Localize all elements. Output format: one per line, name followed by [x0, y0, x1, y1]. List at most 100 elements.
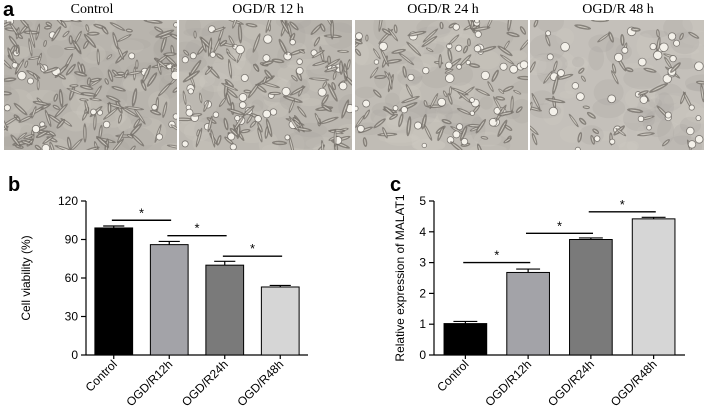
- micrograph-spindle-cell: [662, 139, 670, 147]
- micrograph-spindle-cell: [143, 20, 163, 24]
- micrograph-mottle: [649, 120, 681, 137]
- micrograph-rounded-cell: [32, 125, 40, 133]
- micrograph-rounded-cell: [422, 143, 427, 148]
- micrograph-cell-highlight: [113, 34, 118, 47]
- micrograph-spindle-cell: [578, 117, 587, 125]
- micrograph-cell-highlight: [208, 118, 212, 130]
- micrograph-rounded-cell: [228, 133, 235, 140]
- micrograph-cell-highlight: [290, 34, 294, 41]
- micrograph-mottle: [575, 56, 589, 74]
- micrograph-cell-highlight: [33, 74, 37, 79]
- micrograph-spindle-cell: [60, 20, 67, 29]
- micrograph-spindle-cell: [321, 104, 332, 112]
- micrograph-spindle-cell: [247, 82, 260, 99]
- micrograph-cell-highlight: [494, 99, 501, 111]
- micrograph-cell-highlight: [127, 107, 141, 110]
- micrograph-cell-highlight: [446, 69, 453, 73]
- micrograph-cell-highlight: [383, 128, 387, 137]
- micrograph-spindle-cell: [226, 88, 238, 99]
- micrograph-spindle-cell: [278, 38, 288, 56]
- micrograph-mottle: [685, 74, 704, 92]
- micrograph-rounded-cell: [557, 69, 565, 77]
- micrograph-cell-highlight: [49, 131, 55, 136]
- viability-y-tick-label: 30: [65, 310, 79, 324]
- micrograph-rounded-cell: [285, 135, 290, 140]
- micrograph-cell-highlight: [160, 85, 169, 95]
- micrograph-spindle-cell: [130, 133, 145, 147]
- micrograph-cell-highlight: [85, 36, 95, 46]
- micrograph-cell-highlight: [218, 29, 223, 41]
- micrograph-spindle-cell: [72, 39, 82, 54]
- micrograph-spindle-cell: [405, 83, 413, 98]
- micrograph-cell-highlight: [364, 111, 369, 118]
- micrograph-spindle-cell: [170, 124, 177, 131]
- micrograph-rounded-cell: [12, 62, 18, 68]
- viability-significance-star-0: *: [139, 205, 144, 220]
- micrograph-spindle-cell: [48, 130, 56, 137]
- micrograph-cell-highlight: [323, 82, 327, 87]
- micrograph-rounded-cell: [453, 24, 460, 30]
- micrograph-mottle: [286, 77, 310, 96]
- micrograph-spindle-cell: [656, 36, 661, 52]
- micrograph-cell-highlight: [12, 136, 20, 146]
- micrograph-cell-highlight: [158, 31, 172, 37]
- micrograph-cell-highlight: [37, 80, 39, 89]
- micrograph-spindle-cell: [373, 118, 386, 129]
- micrograph-mottle: [355, 41, 370, 66]
- micrograph-spindle-cell: [531, 133, 538, 146]
- micrograph-cell-highlight: [29, 57, 39, 60]
- micrograph-cell-highlight: [478, 145, 482, 150]
- micrograph-cell-highlight: [83, 93, 95, 96]
- micrograph-spindle-cell: [83, 40, 89, 50]
- micrograph-cell-highlight: [331, 22, 333, 37]
- micrograph-mottle: [192, 72, 215, 87]
- micrograph-control: [4, 20, 177, 150]
- micrograph-cell-highlight: [204, 102, 208, 111]
- micrograph-spindle-cell: [407, 30, 427, 37]
- micrograph-spindle-cell: [271, 140, 288, 146]
- micrograph-cell-highlight: [85, 102, 89, 112]
- micrograph-cell-highlight: [66, 47, 75, 50]
- micrograph-spindle-cell: [337, 49, 350, 53]
- micrograph-cell-highlight: [84, 41, 88, 48]
- micrograph-spindle-cell: [155, 29, 175, 38]
- micrograph-spindle-cell: [510, 95, 514, 114]
- micrograph-spindle-cell: [51, 26, 62, 42]
- micrograph-cell-highlight: [50, 115, 61, 123]
- micrograph-rounded-cell: [614, 53, 623, 62]
- micrograph-cell-highlight: [250, 121, 256, 127]
- micrograph-spindle-cell: [308, 77, 330, 81]
- micrograph-spindle-cell: [448, 85, 452, 96]
- micrograph-rounded-cell: [408, 74, 414, 81]
- micrograph-spindle-cell: [141, 64, 151, 84]
- micrograph-mottle: [261, 144, 282, 150]
- micrograph-rounded-cell: [510, 65, 518, 73]
- micrograph-cell-highlight: [652, 84, 665, 92]
- micrograph-cell-highlight: [73, 42, 80, 51]
- micrograph-mottle: [245, 48, 259, 64]
- micrograph-cell-highlight: [211, 132, 215, 145]
- micrograph-rounded-cell: [355, 106, 358, 111]
- micrograph-cell-highlight: [217, 54, 223, 59]
- micrograph-spindle-cell: [314, 112, 321, 125]
- micrograph-spindle-cell: [183, 49, 190, 56]
- micrograph-cell-highlight: [322, 96, 328, 104]
- micrograph-spindle-cell: [52, 104, 60, 110]
- micrograph-mottle: [297, 97, 322, 107]
- micrograph-cell-highlight: [21, 25, 27, 33]
- panel-label-b: b: [8, 174, 21, 196]
- micrograph-spindle-cell: [199, 92, 203, 104]
- micrograph-title-control: Control: [70, 2, 114, 17]
- malat1-category-label-3: OGD/R48h: [608, 357, 660, 409]
- micrograph-cell-highlight: [197, 130, 202, 145]
- micrograph-spindle-cell: [643, 67, 657, 73]
- micrograph-spindle-cell: [212, 27, 226, 33]
- micrograph-cell-highlight: [29, 41, 32, 54]
- micrograph-rounded-cell: [239, 102, 246, 109]
- micrograph-cell-highlight: [46, 112, 51, 125]
- micrograph-spindle-cell: [133, 118, 141, 129]
- micrograph-cell-highlight: [639, 91, 647, 95]
- micrograph-rounded-cell: [213, 112, 219, 118]
- micrograph-cell-highlight: [464, 46, 467, 53]
- micrograph-spindle-cell: [288, 115, 300, 133]
